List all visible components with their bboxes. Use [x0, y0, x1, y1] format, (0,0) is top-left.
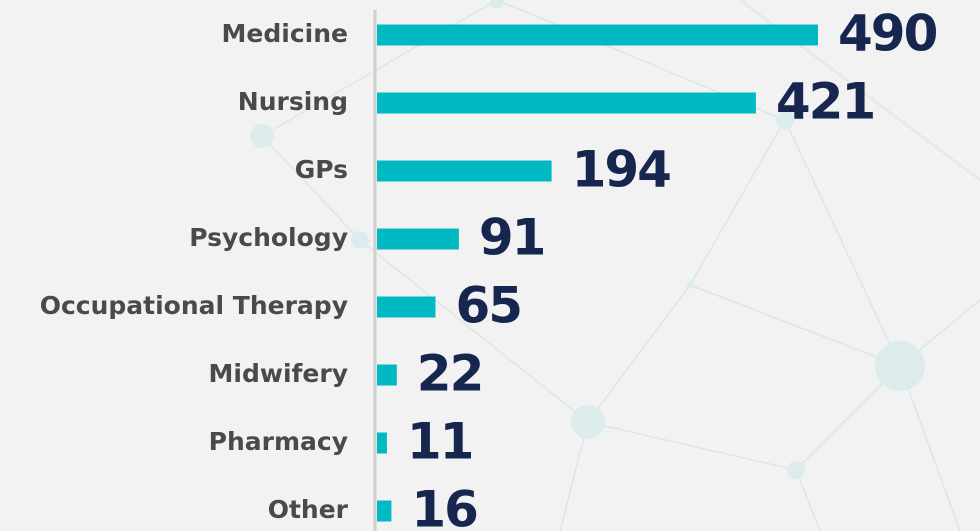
- category-label: Nursing: [238, 87, 348, 116]
- category-label: Midwifery: [209, 359, 348, 388]
- bar: [377, 92, 756, 114]
- value-label: 490: [838, 5, 937, 63]
- category-label: Other: [268, 495, 349, 524]
- category-label: Pharmacy: [209, 427, 348, 456]
- bar: [377, 24, 818, 46]
- bar: [377, 432, 387, 454]
- value-label: 11: [407, 413, 473, 471]
- category-label: GPs: [295, 155, 348, 184]
- bar: [377, 296, 436, 318]
- value-label: 65: [456, 277, 522, 335]
- category-label: Occupational Therapy: [40, 291, 348, 320]
- bar: [377, 228, 459, 250]
- value-label: 16: [411, 481, 477, 531]
- value-label: 91: [479, 209, 545, 267]
- bar: [377, 160, 552, 182]
- bar: [377, 364, 397, 386]
- value-label: 421: [776, 73, 874, 131]
- category-label: Medicine: [222, 19, 348, 48]
- bar: [377, 500, 392, 522]
- value-label: 22: [417, 345, 483, 403]
- category-label: Psychology: [189, 223, 348, 252]
- value-label: 194: [572, 141, 671, 199]
